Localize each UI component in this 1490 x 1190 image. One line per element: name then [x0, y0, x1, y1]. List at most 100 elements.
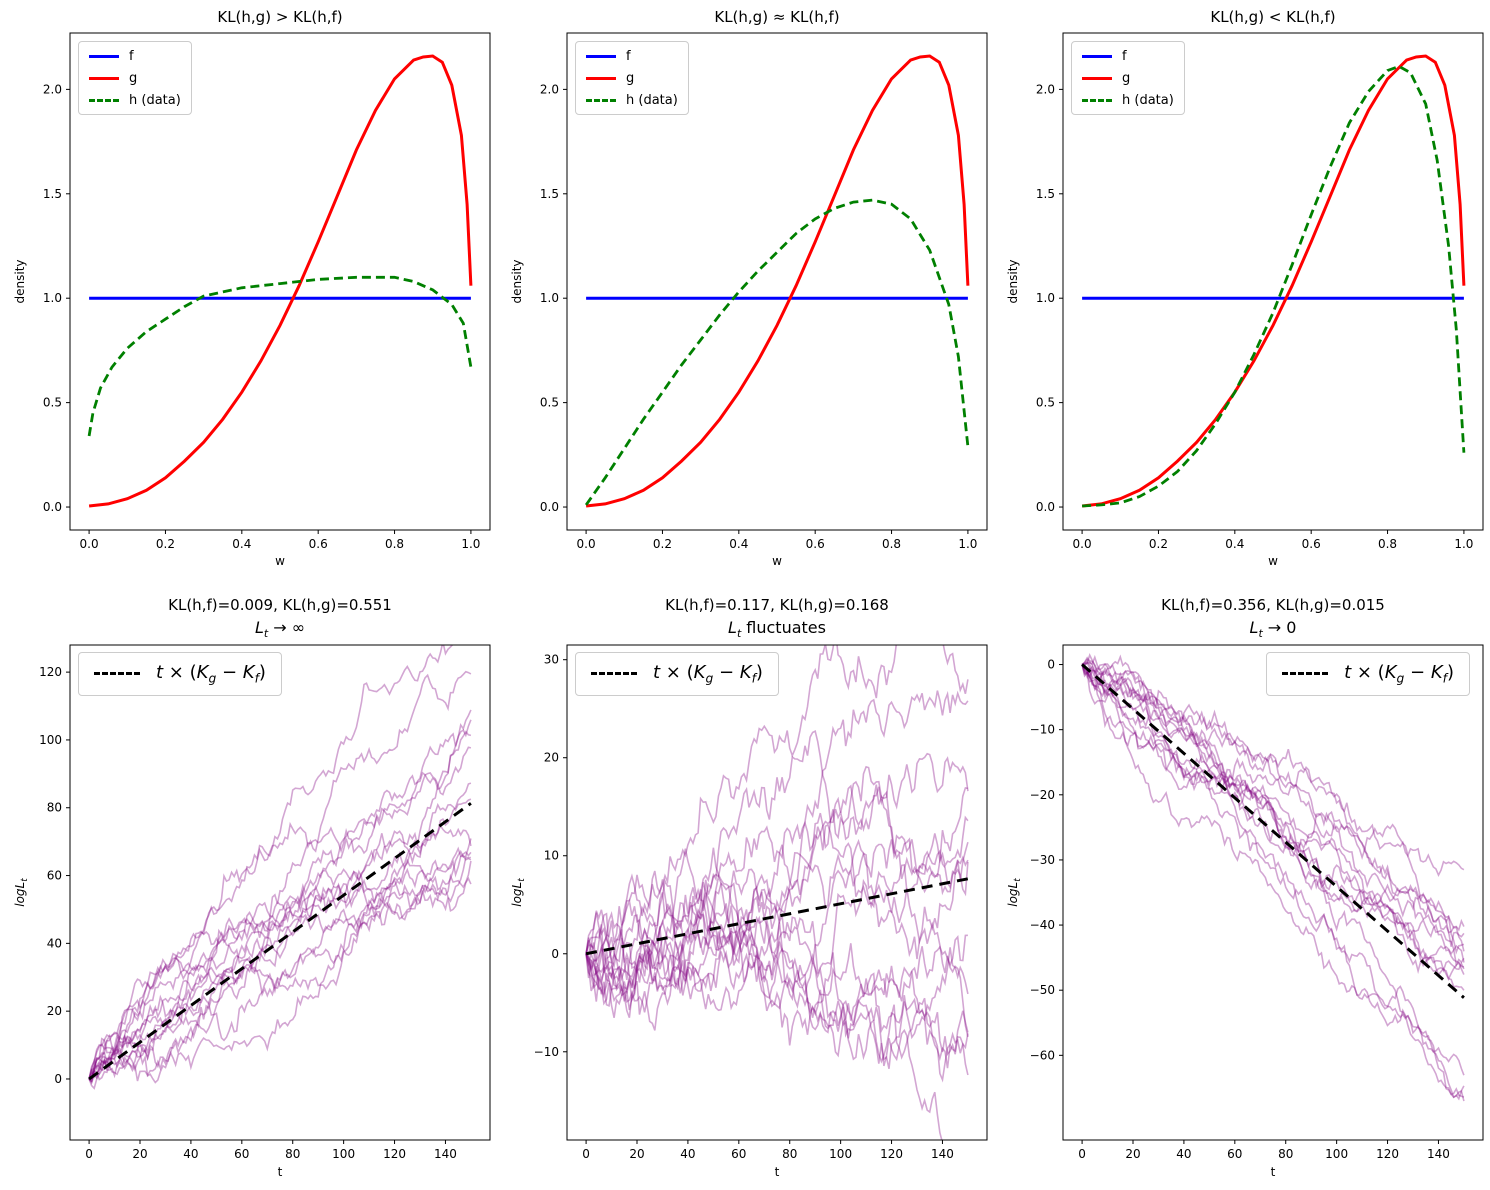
svg-text:60: 60	[234, 1147, 249, 1161]
svg-text:−50: −50	[1030, 983, 1055, 997]
likelihood-trajectory	[1081, 664, 1465, 968]
y-axis-label: logLt	[1006, 878, 1023, 907]
subplot-title: KL(h,g) ≈ KL(h,f)	[714, 8, 840, 26]
y-axis-label: logLt	[13, 878, 30, 907]
subplot-lt-fluctuates: KL(h,f)=0.117, KL(h,g)=0.168 Lt fluctuat…	[497, 595, 994, 1190]
legend-entry-h: h (data)	[1082, 89, 1174, 111]
svg-text:1.5: 1.5	[540, 187, 559, 201]
legend-entry-f: f	[586, 45, 678, 67]
likelihood-trajectory	[88, 838, 472, 1083]
svg-text:40: 40	[47, 936, 62, 950]
likelihood-trajectory	[88, 730, 472, 1084]
svg-text:1.0: 1.0	[43, 291, 62, 305]
plot-area	[88, 645, 472, 1090]
series-g	[88, 54, 473, 508]
legend-entry-g: g	[586, 67, 678, 89]
svg-text:120: 120	[383, 1147, 406, 1161]
likelihood-trajectory	[88, 719, 472, 1080]
likelihood-trajectory	[585, 820, 969, 997]
subplot-lt-zero: KL(h,f)=0.356, KL(h,g)=0.015 Lt → 0 0 20 4…	[993, 595, 1490, 1190]
svg-text:80: 80	[285, 1147, 300, 1161]
x-axis-ticks: 0.0 0.2 0.4 0.6 0.8 1.0	[577, 530, 977, 551]
plot-area	[584, 54, 970, 508]
svg-text:1.0: 1.0	[540, 291, 559, 305]
subplot-kl-greater: KL(h,g) > KL(h,f) 0.0 0.2 0.4 0.6 0.8 1.0 0.0 0…	[0, 0, 497, 595]
legend-entry-f: f	[1082, 45, 1174, 67]
svg-text:−10: −10	[1030, 723, 1055, 737]
likelihood-trajectory	[585, 784, 969, 1007]
likelihood-trajectory	[88, 670, 472, 1090]
y-axis-label: density	[13, 260, 27, 304]
svg-text:120: 120	[39, 665, 62, 679]
subplot-subtitle: Lt → 0	[1249, 618, 1297, 641]
likelihood-trajectory	[585, 852, 969, 1037]
x-axis-label: w	[1268, 554, 1278, 568]
svg-text:100: 100	[829, 1147, 852, 1161]
plot-area	[87, 54, 473, 508]
plot-area	[585, 645, 969, 1140]
svg-text:0.0: 0.0	[577, 537, 596, 551]
svg-text:2.0: 2.0	[43, 82, 62, 96]
likelihood-trajectory	[1081, 664, 1465, 1098]
density-plot-2: 0.0 0.2 0.4 0.6 0.8 1.0 0.0 0.5 1.0 1.5 2.0 density	[510, 32, 988, 551]
likelihood-trajectory	[88, 856, 471, 1082]
trend-line-sample-icon	[94, 672, 140, 676]
subplot-lt-infinity: KL(h,f)=0.009, KL(h,g)=0.551 Lt → ∞ 0 20 4…	[0, 595, 497, 1190]
subplot-title-kl-values: KL(h,f)=0.117, KL(h,g)=0.168	[665, 596, 889, 614]
svg-text:0.4: 0.4	[729, 537, 748, 551]
svg-text:100: 100	[332, 1147, 355, 1161]
svg-text:0.2: 0.2	[653, 537, 672, 551]
legend-label-h: h (data)	[626, 92, 678, 108]
density-plot-1: 0.0 0.2 0.4 0.6 0.8 1.0 0.0 0.5 1.0 1.5 2.0 density	[13, 32, 491, 551]
svg-text:1.0: 1.0	[1036, 291, 1055, 305]
likelihood-trajectory	[88, 709, 472, 1084]
likelihood-trajectory	[585, 784, 969, 990]
trajectory-plot-1: 0 20 40 60 80 100 120 140 0 20 40 60 80 100 120 logLt	[13, 644, 491, 1161]
likelihood-trajectory	[1081, 664, 1465, 955]
y-axis-label: density	[1006, 260, 1020, 304]
svg-text:100: 100	[39, 733, 62, 747]
svg-text:120: 120	[1376, 1147, 1399, 1161]
svg-text:20: 20	[132, 1147, 147, 1161]
svg-text:100: 100	[1325, 1147, 1348, 1161]
likelihood-trajectory	[1081, 652, 1465, 1102]
x-axis-label: w	[275, 554, 285, 568]
axes-frame	[566, 32, 988, 531]
subplot-kl-less: KL(h,g) < KL(h,f) 0.0 0.2 0.4 0.6 0.8 1.0 0.0 0…	[993, 0, 1490, 595]
likelihood-trajectory	[1081, 654, 1465, 947]
legend-entry-g: g	[1082, 67, 1174, 89]
svg-text:0.6: 0.6	[1302, 537, 1321, 551]
x-axis-ticks: 0 20 40 60 80 100 120 140	[1078, 1140, 1450, 1161]
svg-text:0.0: 0.0	[43, 500, 62, 514]
svg-text:40: 40	[680, 1147, 695, 1161]
svg-text:20: 20	[629, 1147, 644, 1161]
x-axis-label: t	[277, 1165, 283, 1179]
legend-label-f: f	[129, 48, 134, 64]
h-line-sample-icon	[586, 98, 616, 102]
likelihood-trajectory	[88, 860, 472, 1080]
svg-text:80: 80	[47, 801, 62, 815]
likelihood-trajectory	[1081, 664, 1465, 1101]
svg-text:0.8: 0.8	[1378, 537, 1397, 551]
svg-text:60: 60	[731, 1147, 746, 1161]
legend: f g h (data)	[78, 41, 192, 115]
x-axis-label: t	[1270, 1165, 1276, 1179]
x-axis-ticks: 0 20 40 60 80 100 120 140	[582, 1140, 954, 1161]
legend-entry-h: h (data)	[586, 89, 678, 111]
x-axis-ticks: 0 20 40 60 80 100 120 140	[85, 1140, 457, 1161]
legend-label-g: g	[1122, 70, 1131, 86]
series-hdata	[584, 198, 970, 506]
subplot-subtitle: Lt → ∞	[254, 618, 306, 641]
legend: f g h (data)	[1071, 41, 1185, 115]
x-axis-ticks: 0.0 0.2 0.4 0.6 0.8 1.0	[80, 530, 480, 551]
likelihood-trajectory	[88, 782, 472, 1083]
svg-text:20: 20	[1125, 1147, 1140, 1161]
svg-text:0.4: 0.4	[1225, 537, 1244, 551]
svg-text:40: 40	[183, 1147, 198, 1161]
legend: t × (Kg − Kf)	[78, 652, 282, 696]
svg-text:80: 80	[782, 1147, 797, 1161]
likelihood-trajectory	[585, 874, 943, 1140]
svg-text:0.2: 0.2	[1149, 537, 1168, 551]
axes-frame	[566, 644, 988, 1141]
axes-frame	[69, 644, 491, 1141]
